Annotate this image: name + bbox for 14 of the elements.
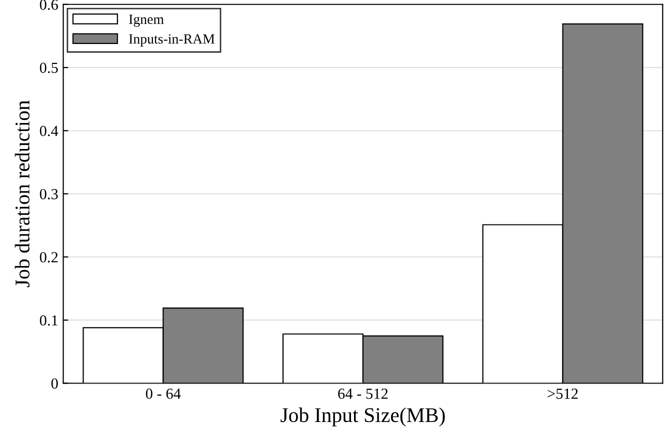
x-tick-label: 0 - 64 (146, 388, 181, 399)
legend-label: Ignem (129, 14, 164, 27)
y-tick-label: 0.3 (40, 188, 58, 200)
y-tick-label: 0.4 (40, 126, 58, 136)
x-tick-label: 64 - 512 (338, 388, 388, 399)
legend-label: Inputs-in-RAM (129, 34, 215, 46)
x-axis-title: Job Input Size(MB) (280, 408, 445, 426)
y-tick-label: 0.5 (40, 62, 58, 74)
y-axis-title: Job duration reduction (14, 100, 30, 288)
y-tick-label: 0.2 (40, 252, 58, 262)
y-tick-label: 0 (51, 378, 58, 389)
y-tick-label: 0.1 (40, 315, 58, 326)
y-tick-label: 0.6 (40, 0, 58, 10)
x-tick-label: >512 (548, 388, 578, 399)
